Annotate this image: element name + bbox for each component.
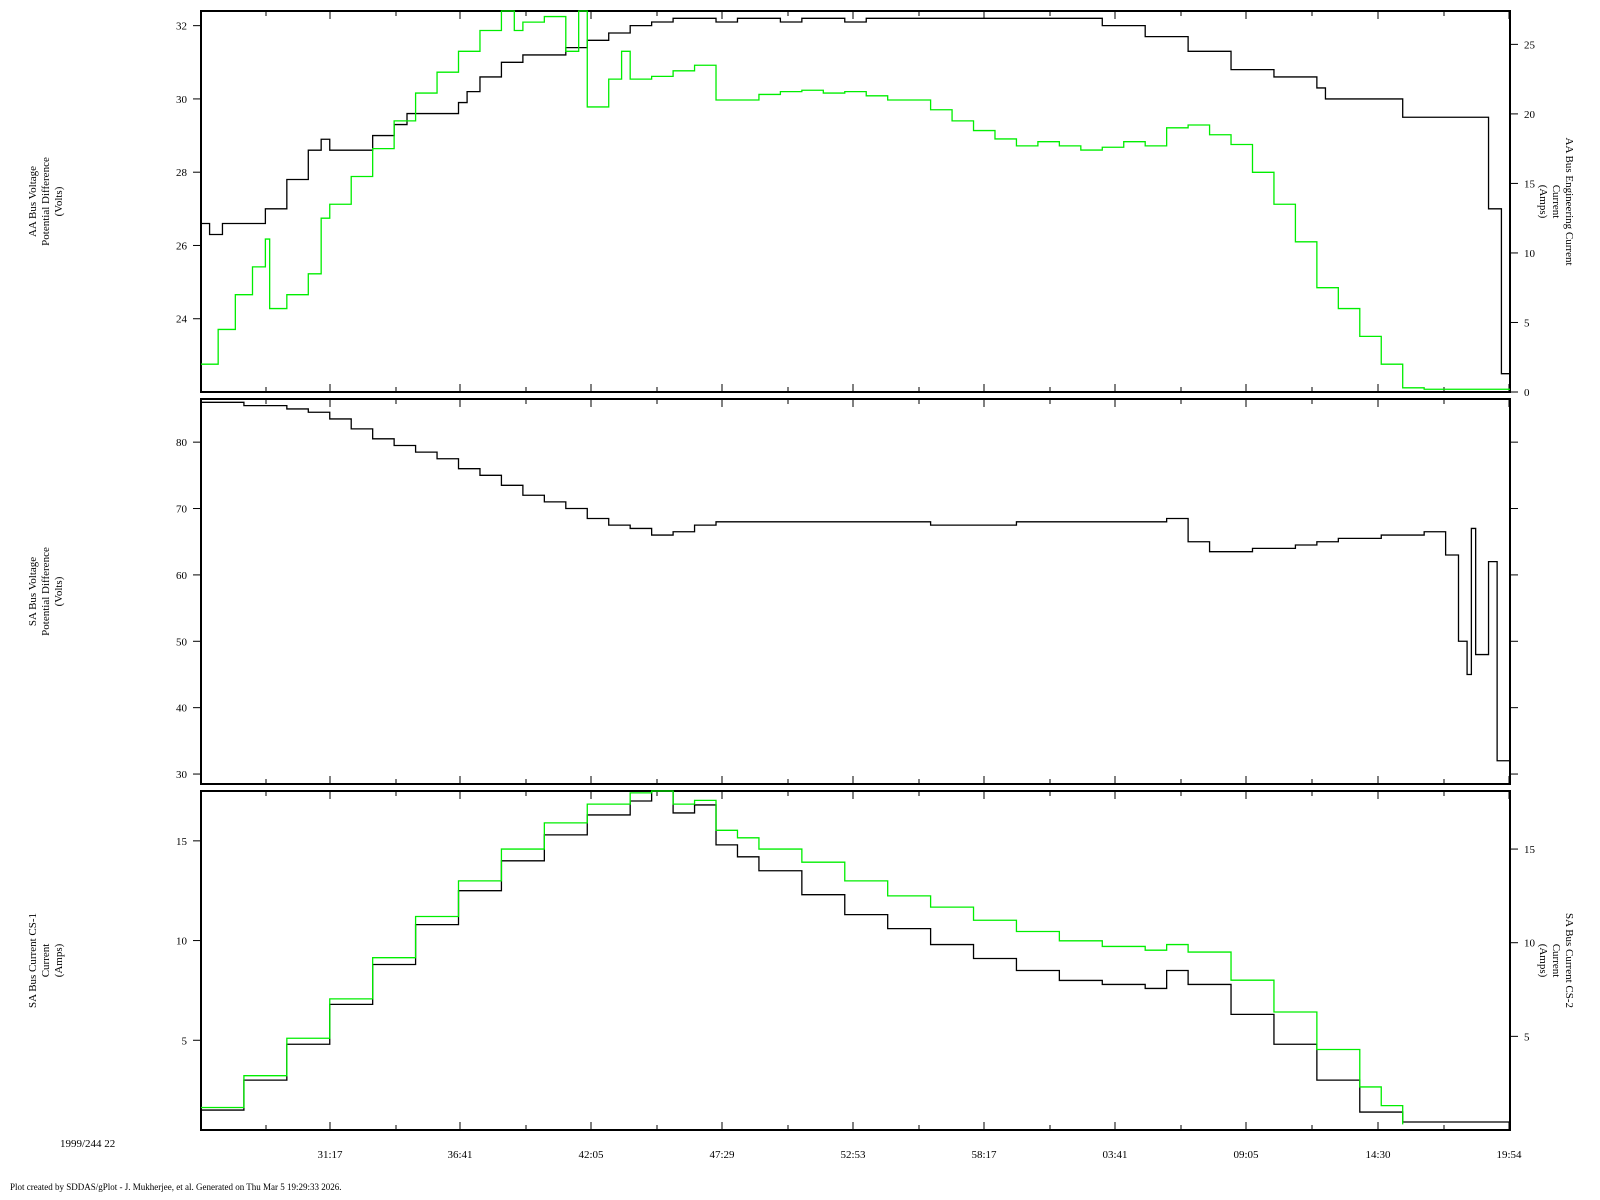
- left-axis-title-line: SA Bus Voltage: [27, 557, 39, 626]
- right-tick-label: 15: [1524, 844, 1536, 856]
- right-axis-title-line: Current: [1550, 185, 1562, 219]
- x-tick-label: 47:29: [709, 1149, 735, 1161]
- x-tick-label: 42:05: [578, 1149, 604, 1161]
- left-axis-title-line: (Volts): [53, 186, 65, 216]
- x-tick-label: 19:54: [1496, 1149, 1522, 1161]
- left-tick-label: 80: [176, 437, 188, 449]
- right-axis-title-line: SA Bus Current CS-2: [1563, 913, 1575, 1008]
- left-tick-label: 32: [176, 21, 187, 33]
- left-tick-label: 15: [176, 836, 188, 848]
- right-axis-title-line: Current: [1550, 944, 1562, 978]
- left-axis-title: SA Bus Current CS-1Current(Amps): [27, 913, 65, 1008]
- right-tick-label: 10: [1524, 938, 1536, 950]
- left-axis-title-line: AA Bus Voltage: [27, 166, 39, 237]
- right-tick-label: 15: [1524, 178, 1536, 190]
- right-tick-label: 5: [1524, 1031, 1530, 1043]
- right-axis-title-line: (Amps): [1537, 185, 1549, 219]
- left-axis-title-line: Current: [40, 944, 52, 978]
- right-axis-title: SA Bus Current CS-2Current(Amps): [1537, 913, 1575, 1008]
- right-tick-label: 10: [1524, 248, 1536, 260]
- left-axis-title-line: (Amps): [53, 943, 65, 977]
- left-tick-label: 40: [176, 703, 188, 715]
- left-tick-label: 28: [176, 167, 188, 179]
- x-tick-label: 31:17: [317, 1149, 343, 1161]
- left-tick-label: 30: [176, 94, 188, 106]
- left-axis-title-line: Potential Difference: [40, 547, 52, 636]
- right-axis-title: AA Bus Engineering CurrentCurrent(Amps): [1537, 137, 1575, 265]
- left-axis-title-line: (Volts): [53, 576, 65, 606]
- right-axis-title-line: (Amps): [1537, 944, 1549, 978]
- epoch-label: 1999/244 22: [60, 1138, 116, 1150]
- left-tick-label: 10: [176, 936, 188, 948]
- series-line-cs-2: [201, 790, 1404, 1125]
- series-line-right-2: [201, 10, 1510, 390]
- panel-2: 30 40 50 60 70 80 SA Bus VoltagePotential Diff…: [27, 398, 1518, 785]
- left-tick-label: 24: [176, 314, 188, 326]
- series-line-cs-1: [201, 790, 1510, 1123]
- right-tick-label: 0: [1524, 387, 1530, 399]
- x-tick-label: 36:41: [447, 1149, 472, 1161]
- left-tick-label: 50: [176, 636, 188, 648]
- series-line-left-1: [201, 401, 1511, 781]
- left-axis-title-line: Potential Difference: [40, 157, 52, 246]
- panel-frame: [200, 10, 1511, 393]
- x-tick-label: 52:53: [840, 1149, 866, 1161]
- x-tick-label: 58:17: [971, 1149, 997, 1161]
- panel-frame: [200, 398, 1511, 785]
- x-tick-label: 09:05: [1233, 1149, 1259, 1161]
- left-tick-label: 30: [176, 769, 188, 781]
- left-axis-title-line: SA Bus Current CS-1: [27, 913, 39, 1008]
- right-tick-label: 25: [1524, 39, 1536, 51]
- x-tick-label: 14:30: [1365, 1149, 1391, 1161]
- left-tick-label: 60: [176, 570, 188, 582]
- left-tick-label: 5: [182, 1035, 188, 1047]
- right-tick-label: 5: [1524, 317, 1530, 329]
- panel-frame: [200, 790, 1511, 1131]
- x-tick-label: 03:41: [1102, 1149, 1127, 1161]
- left-tick-label: 26: [176, 240, 188, 252]
- left-axis-title: SA Bus VoltagePotential Difference(Volts…: [27, 547, 65, 636]
- right-axis-title-line: AA Bus Engineering Current: [1563, 137, 1575, 265]
- footer-credit: Plot created by SDDAS/gPlot - J. Mukherj…: [10, 1182, 342, 1192]
- left-tick-label: 70: [176, 504, 188, 516]
- series-line-left-1: [201, 17, 1511, 392]
- right-tick-label: 20: [1524, 109, 1536, 121]
- left-axis-title: AA Bus VoltagePotential Difference(Volts…: [27, 157, 65, 246]
- panel-1: 24 26 28 30 32 0 5 10 15 20 25 AA Bus VoltagePotent…: [27, 10, 1575, 399]
